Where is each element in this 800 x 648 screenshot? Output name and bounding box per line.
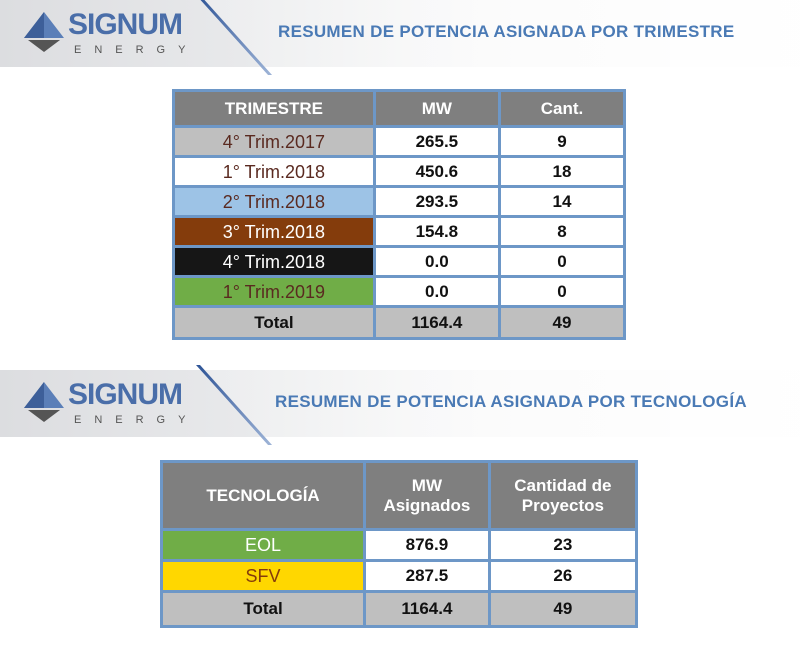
- col-header: Cant.: [497, 89, 627, 128]
- row-mw: 0.0: [372, 275, 501, 308]
- row-label: 1° Trim.2018: [172, 155, 376, 188]
- row-label: 4° Trim.2018: [172, 245, 376, 278]
- row-cant: 26: [487, 559, 639, 593]
- row-mw: 265.5: [372, 125, 501, 158]
- row-mw: 154.8: [372, 215, 501, 248]
- row-mw: 0.0: [372, 245, 501, 278]
- row-cant: 0: [497, 275, 627, 308]
- total-label: Total: [159, 590, 367, 628]
- signum-logo: SIGNUM ENERGY: [22, 378, 202, 430]
- header-band-2: SIGNUM ENERGY RESUMEN DE POTENCIA ASIGNA…: [0, 365, 800, 445]
- row-cant: 23: [487, 528, 639, 562]
- total-cant: 49: [487, 590, 639, 628]
- row-label: SFV: [159, 559, 367, 593]
- total-cant: 49: [497, 305, 627, 340]
- row-label: 3° Trim.2018: [172, 215, 376, 248]
- col-header: MW Asignados: [363, 460, 491, 531]
- row-cant: 14: [497, 185, 627, 218]
- table-row: 1° Trim.2019 0.0 0: [172, 275, 627, 308]
- section-title: RESUMEN DE POTENCIA ASIGNADA POR TRIMEST…: [278, 22, 735, 41]
- col-header: TRIMESTRE: [172, 89, 376, 128]
- table-row: 2° Trim.2018 293.5 14: [172, 185, 627, 218]
- total-mw: 1164.4: [363, 590, 491, 628]
- row-mw: 293.5: [372, 185, 501, 218]
- logo-pyramid-icon: [24, 12, 64, 52]
- signum-logo: SIGNUM ENERGY: [22, 8, 202, 60]
- technology-table: TECNOLOGÍA MW Asignados Cantidad de Proyec…: [159, 460, 639, 628]
- table-row: EOL 876.9 23: [159, 528, 639, 562]
- table-row: 3° Trim.2018 154.8 8: [172, 215, 627, 248]
- section-title: RESUMEN DE POTENCIA ASIGNADA POR TECNOLO…: [275, 392, 747, 411]
- row-cant: 9: [497, 125, 627, 158]
- total-label: Total: [172, 305, 376, 340]
- row-cant: 8: [497, 215, 627, 248]
- table-row: 4° Trim.2018 0.0 0: [172, 245, 627, 278]
- table-row: 4° Trim.2017 265.5 9: [172, 125, 627, 158]
- row-mw: 450.6: [372, 155, 501, 188]
- row-label: 2° Trim.2018: [172, 185, 376, 218]
- row-mw: 876.9: [363, 528, 491, 562]
- table-row: SFV 287.5 26: [159, 559, 639, 593]
- row-label: 4° Trim.2017: [172, 125, 376, 158]
- quarter-table: TRIMESTRE MW Cant. 4° Trim.2017 265.5 9 1° Tr…: [172, 89, 627, 340]
- col-header: TECNOLOGÍA: [159, 460, 367, 531]
- col-header: Cantidad de Proyectos: [487, 460, 639, 531]
- col-header: MW: [372, 89, 501, 128]
- row-label: EOL: [159, 528, 367, 562]
- row-label: 1° Trim.2019: [172, 275, 376, 308]
- header-band-1: SIGNUM ENERGY RESUMEN DE POTENCIA ASIGNA…: [0, 0, 800, 75]
- table-row: 1° Trim.2018 450.6 18: [172, 155, 627, 188]
- total-mw: 1164.4: [372, 305, 501, 340]
- logo-pyramid-icon: [24, 382, 64, 422]
- row-cant: 18: [497, 155, 627, 188]
- row-cant: 0: [497, 245, 627, 278]
- row-mw: 287.5: [363, 559, 491, 593]
